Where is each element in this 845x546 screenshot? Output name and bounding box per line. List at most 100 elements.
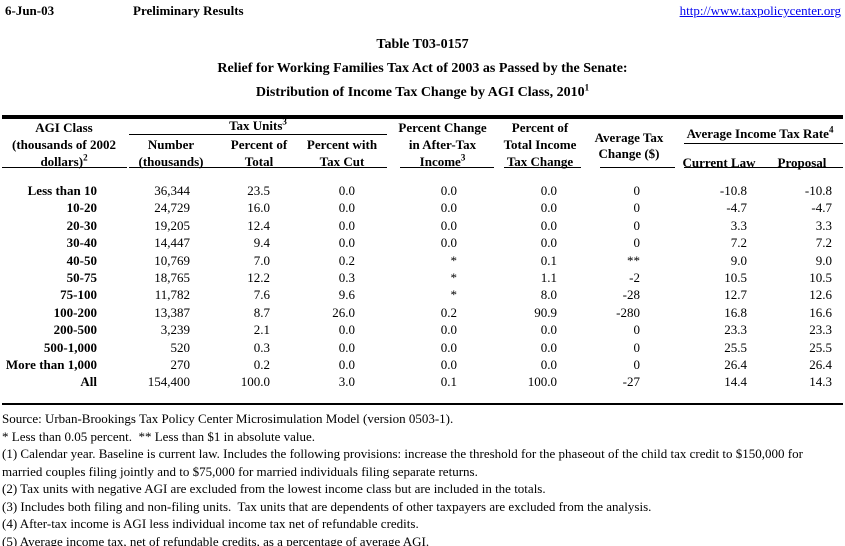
cell-average-tax-change: 0 — [633, 200, 641, 216]
header-line-text: Income — [419, 154, 461, 169]
cell-percent-change-after-tax: 0.2 — [440, 304, 457, 320]
cell-percent-of-total-income-tax-change: 100.0 — [527, 374, 557, 390]
taxpolicycenter-link[interactable]: http://www.taxpolicycenter.org — [679, 3, 841, 18]
cell-average-tax-change: 0 — [633, 357, 641, 373]
column-header-number: Number (thousands) — [126, 136, 216, 170]
table-row: More than 1,000 270 0.2 0.0 0.0 0.0 0 26.4 26.4 — [2, 356, 843, 373]
cell-rate-current-law: 25.5 — [724, 339, 747, 355]
cell-rate-current-law: 26.4 — [724, 357, 747, 373]
header-line: Tax Cut — [319, 154, 365, 169]
column-header-current-law: Current Law — [682, 155, 756, 170]
cell-percent-change-after-tax: 0.0 — [440, 217, 457, 233]
cell-rate-proposal: -10.8 — [804, 183, 832, 198]
cell-rate-current-law: -4.7 — [726, 200, 747, 216]
cell-average-tax-change: 0 — [633, 339, 641, 355]
cell-percent-of-total: 12.4 — [247, 217, 270, 233]
cell-percent-change-after-tax: 0.0 — [440, 322, 457, 338]
header-line: Total — [244, 154, 274, 169]
cell-percent-of-total: 9.4 — [253, 235, 270, 251]
cell-number: 36,344 — [154, 183, 190, 198]
cell-percent-change-after-tax: 0.0 — [440, 357, 457, 373]
cell-percent-of-total: 23.5 — [247, 183, 270, 198]
footnote-line: (2) Tax units with negative AGI are excl… — [2, 481, 546, 496]
cell-percent-of-total: 7.0 — [253, 252, 270, 268]
header-line: Tax Change — [506, 154, 574, 169]
header-underline-segment — [2, 167, 127, 168]
header-line: in After-Tax — [408, 137, 477, 152]
cell-percent-of-total-income-tax-change: 90.9 — [534, 304, 557, 320]
table-row: 75-100 11,782 7.6 9.6 * 8.0 -28 12.7 12.6 — [2, 286, 843, 303]
group-label-text: Tax Units — [229, 118, 283, 133]
cell-rate-proposal: 26.4 — [809, 357, 832, 373]
table-top-rule — [2, 115, 843, 119]
table-subtitle-text: Distribution of Income Tax Change by AGI… — [255, 85, 585, 100]
cell-rate-current-law: 9.0 — [730, 252, 747, 268]
header-underline-segment — [600, 167, 675, 168]
footnote-line: (3) Includes both filing and non-filing … — [2, 498, 652, 514]
cell-percent-of-total-income-tax-change: 0.0 — [540, 339, 557, 355]
cell-percent-change-after-tax: 0.0 — [440, 183, 457, 198]
cell-percent-change-after-tax: 0.0 — [440, 339, 457, 355]
column-header-proposal: Proposal — [777, 155, 827, 170]
table-subtitle: Distribution of Income Tax Change by AGI… — [0, 82, 845, 101]
header-line: Percent of — [511, 120, 569, 135]
cell-number: 3,239 — [160, 322, 190, 338]
cell-percent-of-total: 0.3 — [253, 339, 270, 355]
cell-percent-of-total-income-tax-change: 0.0 — [540, 200, 557, 216]
cell-number: 19,205 — [154, 217, 190, 233]
header-line: (thousands of 2002 — [11, 137, 117, 152]
cell-rate-current-law: 14.4 — [724, 374, 747, 390]
cell-percent-change-after-tax: * — [450, 270, 458, 286]
cell-percent-of-total: 12.2 — [247, 270, 270, 286]
cell-agi-class: 50-75 — [66, 270, 97, 286]
cell-agi-class: 40-50 — [66, 252, 97, 268]
header-line: Percent Change — [398, 120, 487, 135]
group-label-text: Average Income Tax Rate — [686, 126, 829, 141]
cell-percent-of-total: 100.0 — [240, 374, 270, 390]
table-row: 200-500 3,239 2.1 0.0 0.0 0.0 0 23.3 23.3 — [2, 321, 843, 338]
column-header-average-tax-change: Average Tax Change ($) — [581, 130, 677, 162]
footnote-ref-1: 1 — [584, 82, 590, 93]
column-header-percent-of-total: Percent of Total — [216, 136, 302, 170]
cell-percent-of-total-income-tax-change: 0.0 — [540, 217, 557, 233]
cell-agi-class: All — [80, 374, 97, 390]
table-row: Less than 10 36,344 23.5 0.0 0.0 0.0 0 -10.8 -10… — [2, 182, 843, 199]
cell-percent-of-total: 0.2 — [253, 357, 270, 373]
cell-percent-with-tax-cut: 0.0 — [338, 183, 355, 198]
footnote-line: (4) After-tax income is AGI less individ… — [2, 516, 419, 531]
header-line: Percent with — [306, 137, 378, 152]
column-header-agi-class: AGI Class (thousands of 2002 dollars)2 — [2, 119, 126, 170]
cell-number: 270 — [170, 357, 191, 373]
cell-percent-change-after-tax: * — [450, 287, 458, 303]
cell-agi-class: 30-40 — [66, 235, 97, 251]
cell-average-tax-change: 0 — [633, 183, 641, 198]
cell-average-tax-change: -2 — [629, 270, 640, 286]
footnote-line: (5) Average income tax, net of refundabl… — [2, 533, 430, 546]
footnote-ref-3: 3 — [460, 152, 466, 163]
column-header-percent-with-tax-cut: Percent with Tax Cut — [300, 136, 384, 170]
table-body: Less than 10 36,344 23.5 0.0 0.0 0.0 0 -10.8 -10… — [2, 169, 843, 391]
cell-agi-class: 100-200 — [53, 304, 97, 320]
cell-percent-of-total-income-tax-change: 0.0 — [540, 357, 557, 373]
cell-rate-current-law: 23.3 — [724, 322, 747, 338]
column-group-tax-units: Tax Units3 — [128, 117, 388, 134]
cell-percent-with-tax-cut: 0.2 — [338, 252, 355, 268]
cell-percent-with-tax-cut: 0.0 — [338, 200, 355, 216]
footnote-line: Source: Urban-Brookings Tax Policy Cente… — [2, 411, 454, 426]
column-header-percent-change-after-tax: Percent Change in After-Tax Income3 — [386, 119, 499, 170]
cell-percent-with-tax-cut: 0.3 — [338, 270, 355, 286]
cell-rate-proposal: 3.3 — [815, 217, 832, 233]
cell-percent-of-total: 7.6 — [253, 287, 270, 303]
cell-percent-change-after-tax: 0.0 — [440, 200, 457, 216]
header-line: Average Tax — [594, 130, 664, 145]
header-line: Percent of — [230, 137, 288, 152]
cell-percent-of-total: 2.1 — [253, 322, 270, 338]
cell-percent-with-tax-cut: 9.6 — [338, 287, 355, 303]
footnote-ref-2: 2 — [83, 152, 88, 163]
cell-agi-class: Less than 10 — [27, 183, 97, 198]
cell-percent-of-total-income-tax-change: 8.0 — [540, 287, 557, 303]
cell-percent-with-tax-cut: 0.0 — [338, 357, 355, 373]
cell-percent-with-tax-cut: 0.0 — [338, 322, 355, 338]
cell-average-tax-change: 0 — [633, 235, 641, 251]
